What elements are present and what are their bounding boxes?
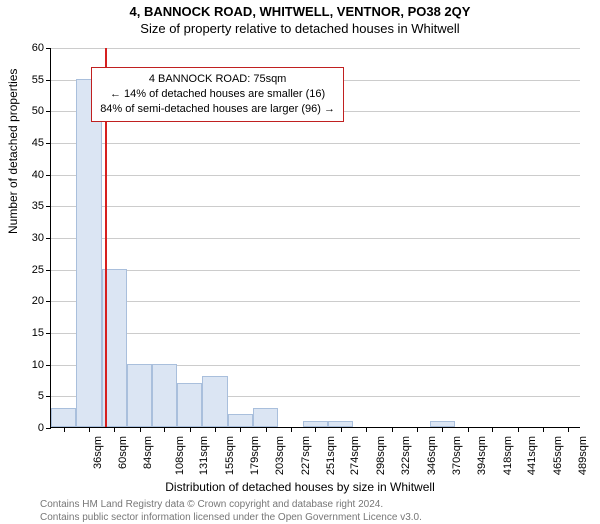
footer-line-2: Contains public sector information licen… (40, 511, 590, 524)
ytick-label: 60 (32, 42, 44, 54)
ytick-label: 40 (32, 169, 44, 181)
xtick-mark (543, 427, 544, 432)
histogram-bar (127, 364, 152, 427)
gridline (51, 206, 580, 207)
histogram-bar (253, 408, 278, 427)
ytick-mark (46, 396, 51, 397)
xtick-label: 322sqm (400, 436, 412, 475)
xtick-label: 60sqm (117, 436, 129, 469)
annotation-box: 4 BANNOCK ROAD: 75sqm← 14% of detached h… (91, 67, 344, 122)
ytick-mark (46, 80, 51, 81)
ytick-mark (46, 365, 51, 366)
x-axis-label: Distribution of detached houses by size … (165, 480, 434, 494)
xtick-label: 131sqm (198, 436, 210, 475)
xtick-label: 489sqm (577, 436, 589, 475)
ytick-label: 25 (32, 264, 44, 276)
chart-area: 4 BANNOCK ROAD: 75sqm← 14% of detached h… (50, 48, 580, 428)
xtick-label: 84sqm (143, 436, 155, 469)
xtick-label: 179sqm (249, 436, 261, 475)
ytick-label: 15 (32, 327, 44, 339)
y-axis-label: Number of detached properties (6, 69, 20, 234)
xtick-mark (392, 427, 393, 432)
xtick-mark (315, 427, 316, 432)
ytick-mark (46, 206, 51, 207)
ytick-label: 30 (32, 232, 44, 244)
ytick-mark (46, 428, 51, 429)
histogram-bar (152, 364, 177, 427)
ytick-mark (46, 143, 51, 144)
xtick-mark (240, 427, 241, 432)
page-title: 4, BANNOCK ROAD, WHITWELL, VENTNOR, PO38… (0, 4, 600, 19)
gridline (51, 270, 580, 271)
xtick-label: 36sqm (92, 436, 104, 469)
ytick-mark (46, 175, 51, 176)
ytick-mark (46, 238, 51, 239)
xtick-label: 227sqm (300, 436, 312, 475)
xtick-mark (291, 427, 292, 432)
xtick-mark (89, 427, 90, 432)
annotation-line: 4 BANNOCK ROAD: 75sqm (100, 72, 335, 87)
xtick-mark (417, 427, 418, 432)
plot-area: 4 BANNOCK ROAD: 75sqm← 14% of detached h… (50, 48, 580, 428)
xtick-label: 441sqm (526, 436, 538, 475)
histogram-bar (177, 383, 202, 427)
gridline (51, 175, 580, 176)
xtick-label: 274sqm (350, 436, 362, 475)
xtick-mark (266, 427, 267, 432)
annotation-line: 84% of semi-detached houses are larger (… (100, 102, 335, 117)
histogram-bar (228, 414, 253, 427)
ytick-mark (46, 333, 51, 334)
ytick-label: 55 (32, 74, 44, 86)
ytick-mark (46, 48, 51, 49)
xtick-label: 298sqm (375, 436, 387, 475)
xtick-label: 108sqm (174, 436, 186, 475)
xtick-label: 465sqm (552, 436, 564, 475)
ytick-label: 35 (32, 200, 44, 212)
xtick-label: 346sqm (426, 436, 438, 475)
xtick-mark (518, 427, 519, 432)
xtick-mark (64, 427, 65, 432)
xtick-mark (366, 427, 367, 432)
gridline (51, 48, 580, 49)
ytick-mark (46, 270, 51, 271)
ytick-label: 45 (32, 137, 44, 149)
histogram-bar (76, 79, 101, 427)
xtick-mark (341, 427, 342, 432)
ytick-label: 50 (32, 105, 44, 117)
xtick-label: 394sqm (477, 436, 489, 475)
xtick-mark (190, 427, 191, 432)
xtick-label: 155sqm (224, 436, 236, 475)
ytick-mark (46, 301, 51, 302)
histogram-bar (202, 376, 227, 427)
xtick-mark (114, 427, 115, 432)
annotation-line: ← 14% of detached houses are smaller (16… (100, 87, 335, 102)
xtick-mark (568, 427, 569, 432)
xtick-mark (164, 427, 165, 432)
gridline (51, 301, 580, 302)
histogram-bar (51, 408, 76, 427)
xtick-mark (468, 427, 469, 432)
xtick-mark (140, 427, 141, 432)
xtick-label: 203sqm (275, 436, 287, 475)
xtick-mark (215, 427, 216, 432)
ytick-label: 10 (32, 359, 44, 371)
gridline (51, 143, 580, 144)
page-subtitle: Size of property relative to detached ho… (0, 21, 600, 36)
ytick-label: 5 (38, 390, 44, 402)
ytick-label: 20 (32, 295, 44, 307)
xtick-label: 370sqm (451, 436, 463, 475)
ytick-mark (46, 111, 51, 112)
ytick-label: 0 (38, 422, 44, 434)
gridline (51, 333, 580, 334)
xtick-label: 251sqm (325, 436, 337, 475)
xtick-label: 418sqm (502, 436, 514, 475)
xtick-mark (442, 427, 443, 432)
gridline (51, 238, 580, 239)
xtick-mark (492, 427, 493, 432)
